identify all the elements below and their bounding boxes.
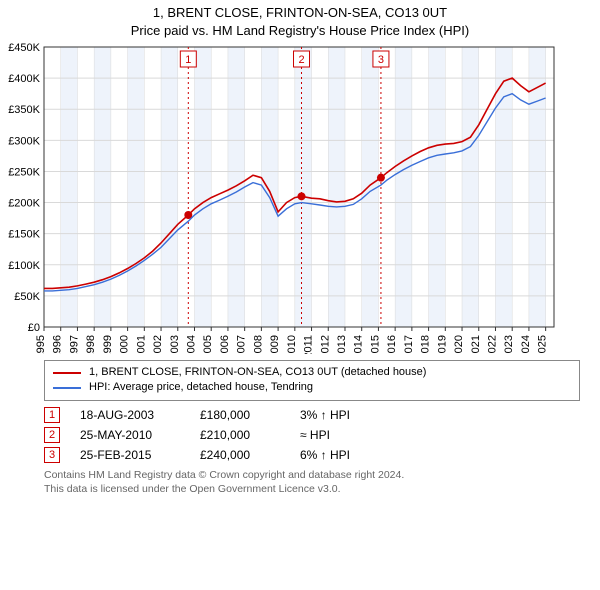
- chart-area: £0 £50K £100K £150K £200K £250K £300K £350K £400…: [0, 39, 600, 354]
- svg-text:2014: 2014: [353, 335, 365, 354]
- svg-text:2009: 2009: [269, 335, 281, 354]
- svg-text:2016: 2016: [386, 335, 398, 354]
- title-line1: 1, BRENT CLOSE, FRINTON-ON-SEA, CO13 0UT: [0, 4, 600, 22]
- legend-swatch: [53, 372, 81, 374]
- svg-text:2001: 2001: [135, 335, 147, 354]
- legend-label: HPI: Average price, detached house, Tend…: [89, 380, 313, 395]
- svg-text:2002: 2002: [152, 335, 164, 354]
- svg-text:2021: 2021: [470, 335, 482, 354]
- svg-text:2000: 2000: [119, 335, 131, 354]
- svg-text:£350K: £350K: [8, 104, 40, 116]
- legend-label: 1, BRENT CLOSE, FRINTON-ON-SEA, CO13 0UT…: [89, 365, 426, 380]
- chart-title: 1, BRENT CLOSE, FRINTON-ON-SEA, CO13 0UT…: [0, 0, 600, 39]
- marker-number-box: 1: [44, 407, 60, 423]
- marker-row-1: 1 18-AUG-2003 £180,000 3% ↑ HPI: [44, 405, 580, 425]
- svg-text:1995: 1995: [35, 335, 47, 354]
- svg-text:2020: 2020: [453, 335, 465, 354]
- marker-price: £210,000: [200, 428, 280, 442]
- legend: 1, BRENT CLOSE, FRINTON-ON-SEA, CO13 0UT…: [44, 360, 580, 401]
- svg-text:3: 3: [378, 54, 384, 66]
- legend-item-hpi: HPI: Average price, detached house, Tend…: [53, 380, 571, 395]
- legend-item-price-paid: 1, BRENT CLOSE, FRINTON-ON-SEA, CO13 0UT…: [53, 365, 571, 380]
- svg-text:1998: 1998: [85, 335, 97, 354]
- svg-text:2018: 2018: [420, 335, 432, 354]
- svg-text:£0: £0: [28, 322, 40, 334]
- svg-text:£200K: £200K: [8, 198, 40, 210]
- svg-text:£450K: £450K: [8, 42, 40, 54]
- footer-line1: Contains HM Land Registry data © Crown c…: [44, 469, 580, 483]
- svg-text:1999: 1999: [102, 335, 114, 354]
- svg-text:£250K: £250K: [8, 167, 40, 179]
- svg-text:£100K: £100K: [8, 260, 40, 272]
- marker-row-3: 3 25-FEB-2015 £240,000 6% ↑ HPI: [44, 445, 580, 465]
- svg-text:1: 1: [185, 54, 191, 66]
- marker-date: 25-FEB-2015: [80, 448, 180, 462]
- svg-text:2024: 2024: [520, 335, 532, 354]
- footer: Contains HM Land Registry data © Crown c…: [44, 469, 580, 496]
- svg-text:2003: 2003: [169, 335, 181, 354]
- marker-number-box: 2: [44, 427, 60, 443]
- svg-text:2005: 2005: [202, 335, 214, 354]
- svg-text:2025: 2025: [537, 335, 549, 354]
- svg-text:£400K: £400K: [8, 73, 40, 85]
- marker-number-box: 3: [44, 447, 60, 463]
- marker-delta: 6% ↑ HPI: [300, 448, 400, 462]
- marker-table: 1 18-AUG-2003 £180,000 3% ↑ HPI 2 25-MAY…: [44, 405, 580, 465]
- legend-swatch: [53, 387, 81, 389]
- footer-line2: This data is licensed under the Open Gov…: [44, 483, 580, 497]
- svg-text:2008: 2008: [252, 335, 264, 354]
- svg-text:2023: 2023: [503, 335, 515, 354]
- svg-text:2013: 2013: [336, 335, 348, 354]
- svg-text:1996: 1996: [52, 335, 64, 354]
- svg-text:1997: 1997: [68, 335, 80, 354]
- svg-text:2007: 2007: [236, 335, 248, 354]
- svg-text:2017: 2017: [403, 335, 415, 354]
- svg-text:£300K: £300K: [8, 135, 40, 147]
- marker-row-2: 2 25-MAY-2010 £210,000 ≈ HPI: [44, 425, 580, 445]
- svg-text:2: 2: [298, 54, 304, 66]
- svg-text:2011: 2011: [303, 335, 315, 354]
- svg-text:2012: 2012: [319, 335, 331, 354]
- svg-text:2006: 2006: [219, 335, 231, 354]
- marker-delta: 3% ↑ HPI: [300, 408, 400, 422]
- svg-text:2010: 2010: [286, 335, 298, 354]
- svg-text:2004: 2004: [185, 335, 197, 354]
- svg-text:£50K: £50K: [14, 291, 40, 303]
- marker-date: 18-AUG-2003: [80, 408, 180, 422]
- svg-text:2015: 2015: [369, 335, 381, 354]
- marker-price: £240,000: [200, 448, 280, 462]
- svg-text:2019: 2019: [436, 335, 448, 354]
- svg-text:£150K: £150K: [8, 229, 40, 241]
- title-line2: Price paid vs. HM Land Registry's House …: [0, 22, 600, 40]
- marker-delta: ≈ HPI: [300, 428, 400, 442]
- svg-text:2022: 2022: [486, 335, 498, 354]
- line-chart: £0 £50K £100K £150K £200K £250K £300K £350K £400…: [0, 39, 560, 354]
- marker-date: 25-MAY-2010: [80, 428, 180, 442]
- marker-price: £180,000: [200, 408, 280, 422]
